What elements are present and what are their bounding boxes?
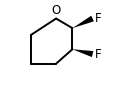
Text: F: F (94, 48, 100, 61)
Polygon shape (72, 16, 93, 28)
Polygon shape (72, 49, 92, 57)
Text: F: F (94, 12, 100, 25)
Text: O: O (51, 4, 60, 17)
